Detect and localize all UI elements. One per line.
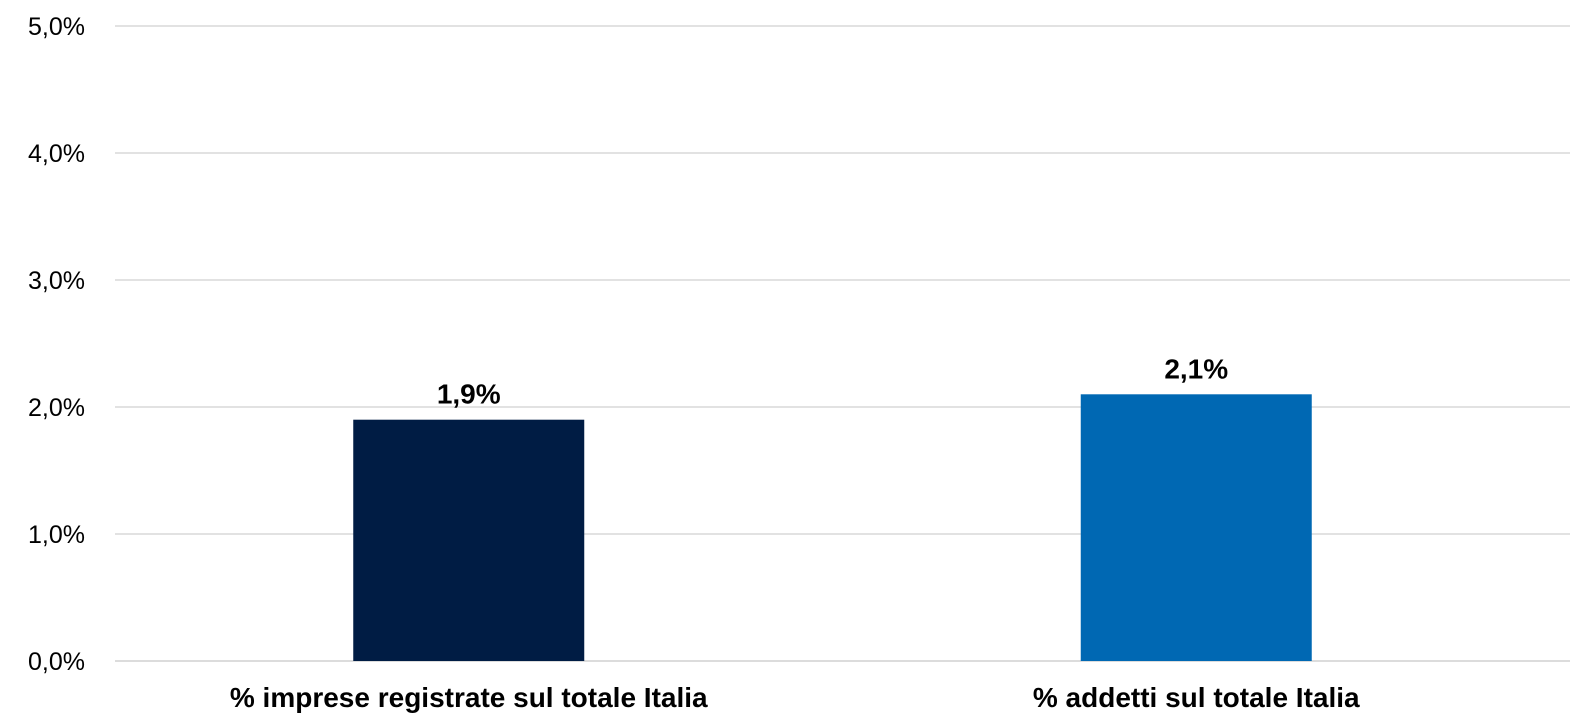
category-label: % addetti sul totale Italia <box>1033 682 1360 713</box>
category-labels: % imprese registrate sul totale Italia % … <box>230 682 1360 713</box>
gridlines <box>115 25 1570 662</box>
y-tick-label: 3,0% <box>28 267 85 295</box>
y-tick-label: 2,0% <box>28 394 85 422</box>
bar <box>353 419 585 661</box>
data-label: 2,1% <box>1164 353 1228 384</box>
y-tick-label: 1,0% <box>28 521 85 549</box>
data-labels: 1,9% 2,1% <box>437 353 1228 409</box>
data-label: 1,9% <box>437 379 501 410</box>
y-tick-label: 5,0% <box>28 13 85 41</box>
bars <box>353 394 1312 661</box>
bar <box>1080 394 1312 661</box>
y-tick-label: 0,0% <box>28 648 85 676</box>
y-tick-label: 4,0% <box>28 140 85 168</box>
y-axis-ticks: 0,0% 1,0% 2,0% 3,0% 4,0% 5,0% <box>28 13 85 676</box>
category-label: % imprese registrate sul totale Italia <box>230 682 708 713</box>
